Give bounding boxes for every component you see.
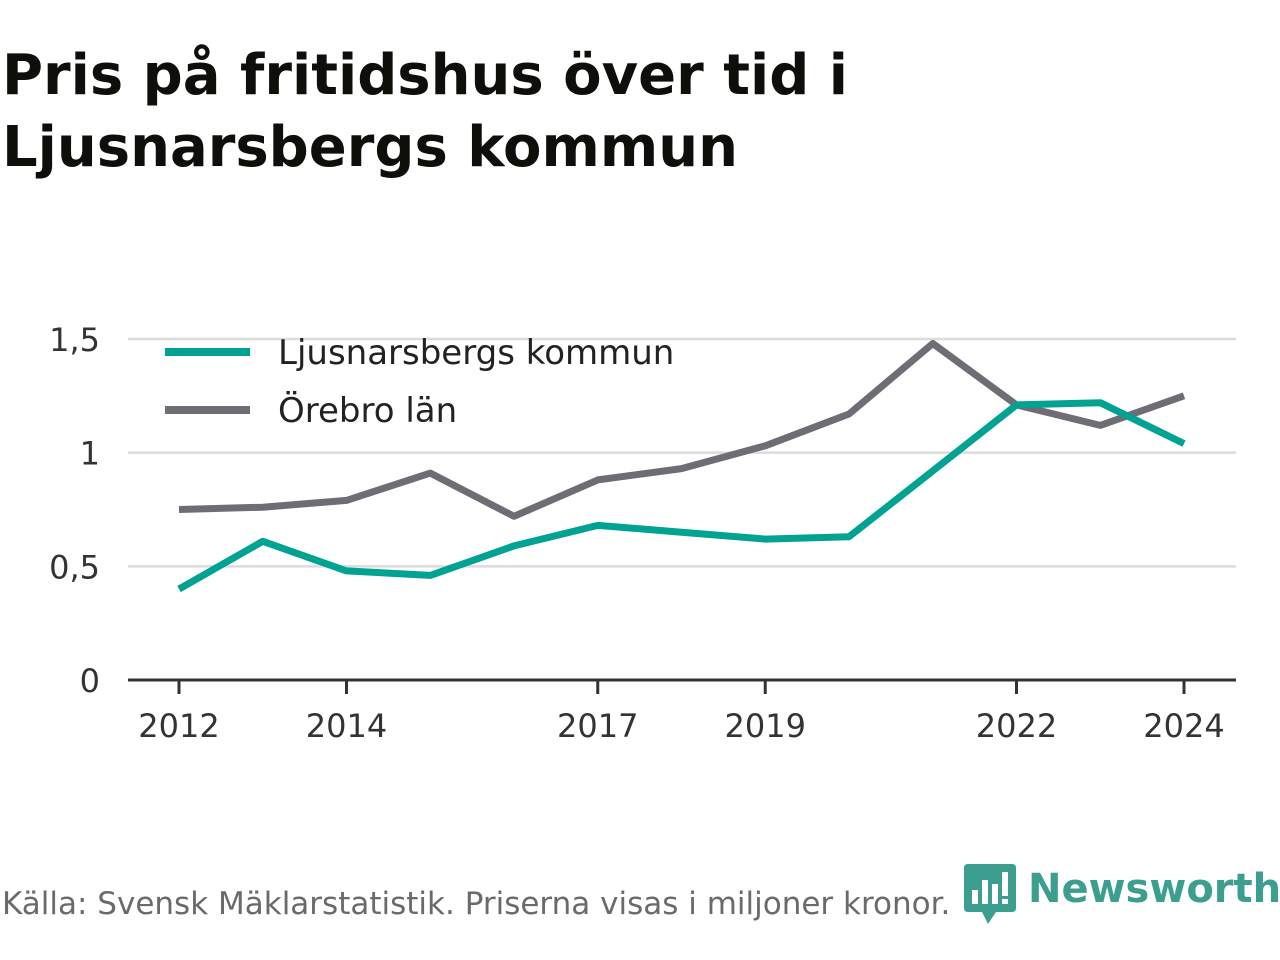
chart-title: Pris på fritidshus över tid i Ljusnarsbe… <box>2 43 848 180</box>
line-chart: 0 0,5 1 1,5 2012 2014 2017 2019 2022 2024 Ljusna… <box>49 321 1236 745</box>
gridlines <box>128 337 1236 568</box>
source-note: Källa: Svensk Mäklarstatistik. Priserna … <box>2 886 951 922</box>
y-tick-label: 0 <box>80 662 100 700</box>
y-tick-label: 1,5 <box>49 321 100 359</box>
brand-logo: Newsworthy <box>964 864 1280 926</box>
x-tick-label: 2022 <box>976 707 1057 745</box>
legend: Ljusnarsbergs kommun Örebro län <box>165 333 674 431</box>
y-axis-tick-labels: 0 0,5 1 1,5 <box>49 321 100 700</box>
x-tick-label: 2014 <box>306 707 387 745</box>
y-tick-label: 0,5 <box>49 548 100 586</box>
y-tick-label: 1 <box>80 435 100 473</box>
legend-label: Örebro län <box>278 390 457 431</box>
x-tick-label: 2017 <box>557 707 638 745</box>
series-line <box>177 399 1186 593</box>
series-lines <box>177 340 1186 593</box>
newsworthy-logo-icon <box>964 864 1016 924</box>
x-tick-label: 2019 <box>725 707 806 745</box>
x-axis: 2012 2014 2017 2019 2022 2024 <box>128 678 1236 745</box>
legend-label: Ljusnarsbergs kommun <box>278 333 674 373</box>
x-tick-label: 2012 <box>138 707 219 745</box>
brand-name: Newsworthy <box>1028 866 1280 912</box>
x-tick-label: 2024 <box>1143 707 1224 745</box>
